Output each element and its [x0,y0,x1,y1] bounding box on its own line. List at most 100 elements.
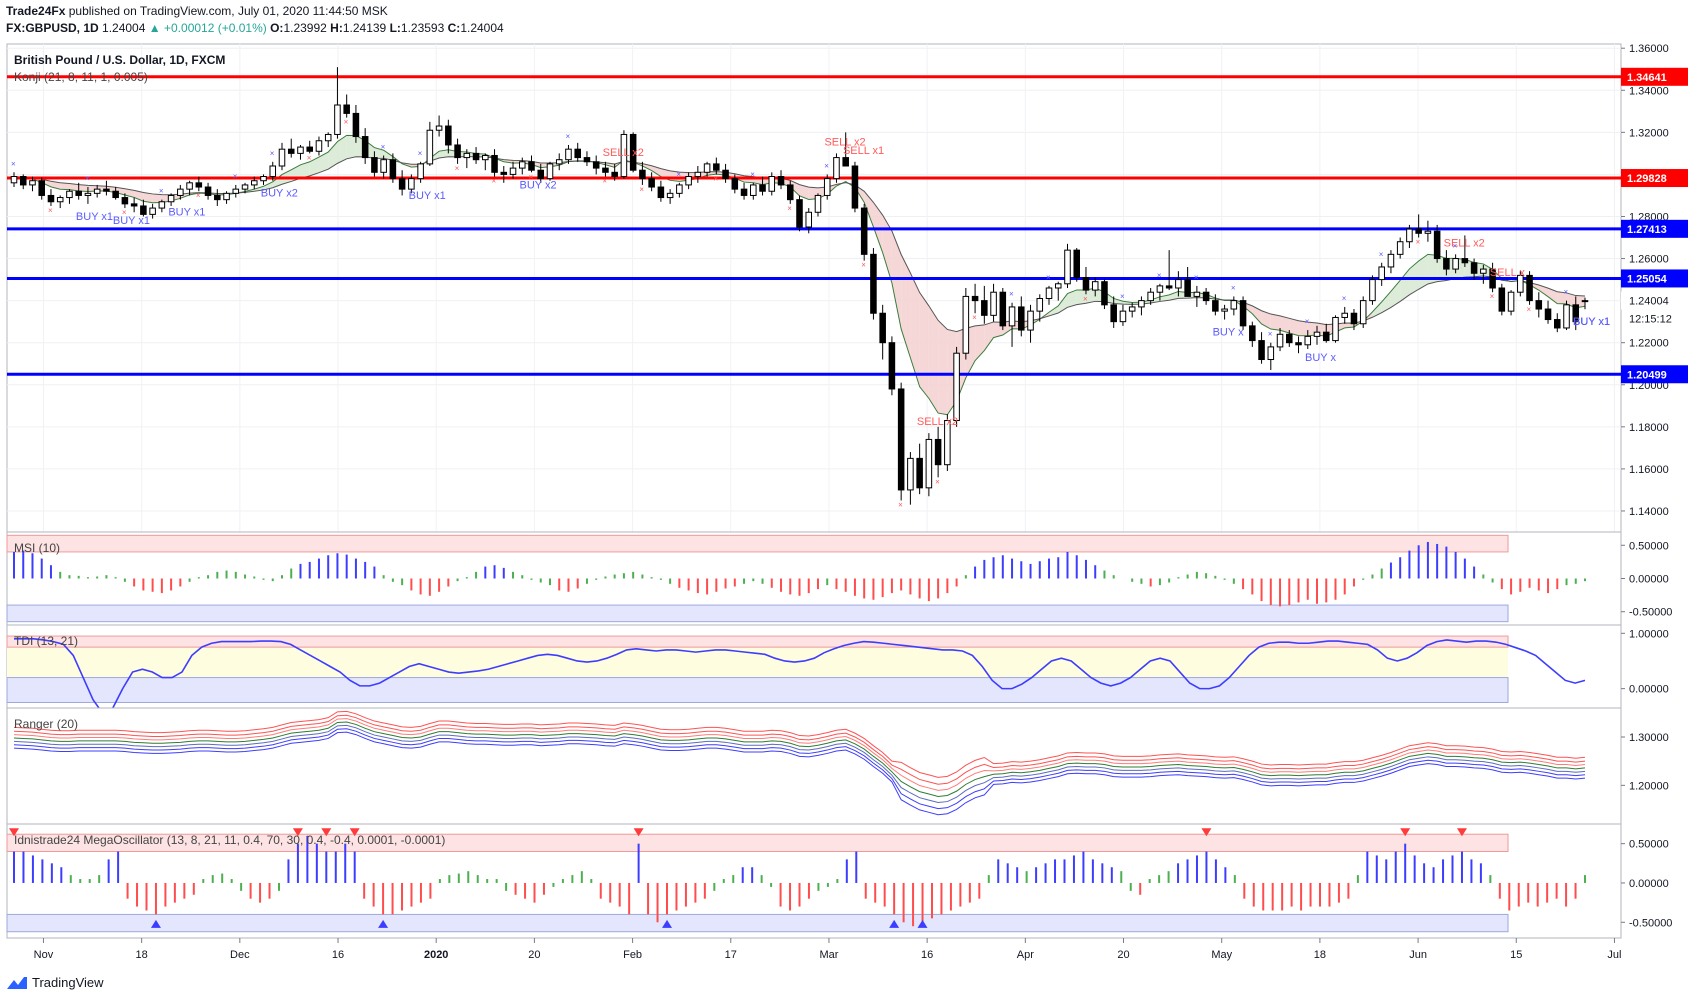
candle-body [750,184,757,196]
candle-body [1156,285,1164,293]
candle-body [1267,346,1275,361]
y-tick-label: 1.18000 [1629,422,1669,434]
signal-marker: × [861,261,866,270]
konji-cloud-segment [651,165,661,177]
candle-body [518,161,526,169]
price-level-label: 1.29828 [1627,173,1667,185]
candle-body [666,192,674,199]
candle-body [1424,230,1432,234]
candle-body [934,438,942,466]
ohlc-header: FX:GBPUSD, 1D 1.24004 ▲ +0.00012 (+0.01%… [6,21,504,35]
publisher-name[interactable]: Trade24Fx [6,4,66,18]
y-tick-label: 1.16000 [1629,464,1669,476]
y-tick-label: -0.50000 [1629,917,1672,929]
konji-cloud-segment [1252,305,1262,324]
x-tick-label: Jun [1409,949,1427,961]
konji-cloud-segment [891,230,902,329]
konji-cloud-segment [78,184,88,192]
candle-body [925,438,933,489]
candle-body [528,161,535,171]
candle-body [1581,300,1589,303]
candle-body [509,167,517,175]
candle-body [1572,304,1580,323]
candle-body [140,205,147,215]
candle-body [574,148,581,159]
candle-body [315,140,323,152]
candle-body [1230,300,1238,310]
candle-body [500,171,508,175]
oscillator-line [14,638,1586,715]
candle-body [1147,291,1154,302]
signal-label: SELL x2 [824,136,865,148]
mega-label: Idnistrade24 MegaOscillator (13, 8, 21, … [14,833,445,847]
candle-body [241,184,249,190]
signal-marker: × [972,313,977,322]
signal-marker: × [1416,238,1421,247]
buy-triangle-icon [662,919,673,928]
y-tick-label: 0.50000 [1629,540,1669,552]
candle-body [463,152,471,159]
konji-cloud-segment [928,305,939,414]
x-tick-label: 18 [1314,949,1326,961]
ranger-band-line [13,724,1586,804]
signal-marker: × [713,174,718,183]
candle-body [195,182,203,188]
candle-body [870,253,877,314]
candle-body [602,167,609,173]
konji-cloud-segment [1261,310,1271,330]
indicator-label: Konji (21, 8, 11, 1, 0.005) [14,70,148,84]
candle-body [130,203,138,207]
ranger-band-line [13,728,1586,810]
konji-cloud-segment [346,135,356,159]
ranger-label: Ranger (20) [14,717,78,731]
candle-body [648,178,655,188]
candle-body [713,163,720,171]
candle-body [1073,249,1081,278]
y-tick-label: 1.22000 [1629,338,1669,350]
low-label: L: [389,21,401,35]
candle-body [1064,249,1071,285]
candle-body [260,176,267,182]
y-tick-label: 0.00000 [1629,684,1669,696]
candle-body [380,159,387,173]
candle-body [897,388,905,491]
open-label: O: [270,21,284,35]
candle-body [408,178,415,190]
konji-cloud-segment [143,192,153,203]
x-tick-label: Mar [819,949,838,961]
signal-label: SELL x [1490,267,1526,279]
candle-body [10,176,18,184]
signal-label: BUY x1 [76,211,113,223]
candle-body [740,188,748,196]
candle-body [1489,268,1496,289]
signal-label: BUY x [1305,352,1336,364]
tradingview-footer[interactable]: TradingView [6,975,104,990]
price-level-label-bg [1621,169,1688,188]
signal-marker: × [1268,330,1273,339]
neutral-band [7,647,1509,678]
candle-body [565,148,572,161]
candle-body [287,148,295,154]
price-pane[interactable] [6,43,1622,533]
candle-body [1415,228,1422,234]
candle-body [1322,331,1330,342]
x-tick-label: 15 [1510,949,1522,961]
signal-marker: × [529,172,534,181]
price-level-label: 1.27413 [1627,224,1667,236]
overbought-band [6,635,1509,648]
konji-cloud-segment [383,150,393,161]
signal-marker: × [1083,294,1088,303]
y-tick-label: 0.00000 [1629,878,1669,890]
candle-body [1544,308,1552,321]
candle-body [1350,312,1358,325]
konji-cloud-segment [938,320,948,415]
candle-body [361,136,369,159]
chart-title: British Pound / U.S. Dollar, 1D, FXCM [14,53,225,67]
signal-marker: × [639,185,644,194]
konji-cloud-segment [1427,254,1438,284]
candle-body [1461,258,1469,264]
konji-cloud-segment [790,180,800,196]
ranger-pane[interactable] [6,707,1622,825]
konji-cloud-segment [1289,318,1299,336]
